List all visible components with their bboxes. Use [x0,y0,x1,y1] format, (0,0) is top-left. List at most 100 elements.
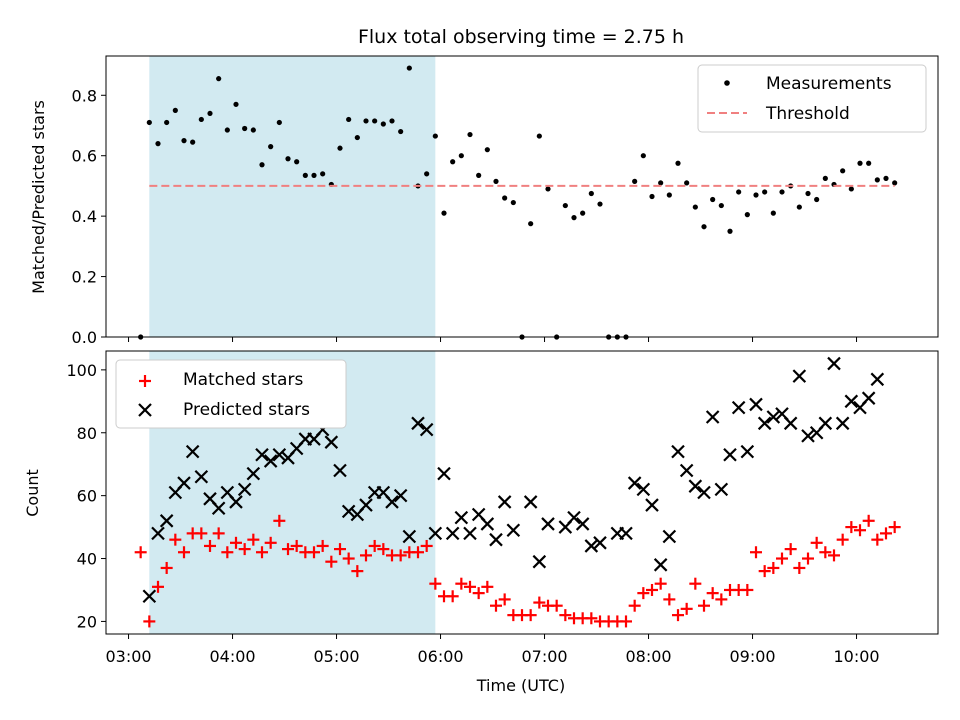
measurement-point [484,147,490,153]
top-y-axis-label: Matched/Predicted stars [29,100,48,294]
predicted-star-point [835,416,850,431]
measurement-point [198,116,204,123]
matched-star-point [316,539,329,552]
bottom-panel: 20 40 60 80 100 03:00 04:00 05:00 06:00 07:00 08:… [23,350,939,695]
matched-star-point [689,577,702,590]
matched-star-point [750,546,762,559]
matched-star-point [481,580,494,593]
matched-star-point [412,546,424,559]
matched-star-point [871,533,884,546]
measurement-point [510,199,516,206]
bottom-y-tick-label: 60 [77,487,97,506]
predicted-star-markers [142,356,885,604]
measurement-point [536,133,542,139]
top-legend-box [697,64,927,133]
predicted-star-point [627,476,642,490]
matched-star-point [282,543,294,556]
measurement-point [476,172,482,178]
predicted-star-point [619,526,633,541]
bottom-legend-box [115,359,347,429]
top-y-tick-label: 0.2 [72,268,97,287]
matched-star-point [672,609,684,622]
matched-star-point [273,514,286,527]
predicted-star-point [749,397,763,412]
measurement-point [207,110,213,117]
matched-star-point [854,524,866,537]
predicted-star-point [844,394,859,409]
measurement-point [216,76,222,82]
predicted-star-point [688,479,703,493]
measurement-point [450,159,456,165]
matched-star-point [585,612,598,625]
matched-star-point [793,561,806,574]
predicted-star-point [801,429,815,443]
bottom-y-tick-label: 100 [66,361,97,380]
matched-star-point [888,521,901,534]
measurement-point [233,101,239,107]
predicted-star-point [818,416,833,431]
top-x-ticks [128,337,858,342]
predicted-star-point [575,517,590,531]
matched-star-point [680,602,693,615]
measurement-point [250,127,256,133]
measurement-point [744,212,750,218]
predicted-star-point [662,529,677,544]
matched-star-point [160,561,173,574]
matched-star-point [195,527,208,540]
matched-star-point [290,539,303,552]
matched-star-point [758,565,771,578]
measurement-point [710,196,716,203]
predicted-star-point [211,501,226,516]
matched-star-point [498,593,511,606]
matched-star-point [204,539,216,552]
measurement-point [857,160,863,166]
measurement-point [398,128,404,135]
matched-star-point [767,561,780,574]
predicted-star-point [142,589,157,604]
predicted-star-point [272,447,287,462]
measurement-point [580,210,586,216]
matched-star-point [308,546,320,559]
predicted-star-point [411,416,425,431]
predicted-star-point [827,356,841,371]
matched-star-point [845,521,858,534]
predicted-star-point [385,495,399,509]
matched-star-point [446,590,459,603]
x-axis-label: Time (UTC) [476,676,565,695]
legend-predicted-marker [138,403,152,417]
measurement-point [259,162,265,168]
predicted-star-point [766,410,781,424]
matched-star-point [715,593,728,606]
matched-star-point [559,609,572,622]
matched-star-point [420,539,433,552]
measurement-point [502,195,508,201]
matched-star-point [862,514,875,527]
predicted-star-point [714,482,729,497]
measurement-point [883,175,889,181]
matched-star-point [550,599,563,612]
measurement-point [380,121,386,127]
matched-star-point [342,552,355,565]
predicted-star-point [523,495,538,509]
predicted-star-point [255,447,269,462]
bottom-legend: Matched stars Predicted stars [115,359,347,429]
top-y-tick-label: 0.8 [72,86,97,105]
predicted-star-point [246,466,261,481]
top-panel: 0.00.20.40.60.8 Matched/Predicted stars … [29,55,939,347]
x-tick-label: 10:00 [833,647,879,666]
predicted-star-point [783,416,798,431]
matched-star-point [472,587,485,600]
matched-star-point [429,577,442,590]
top-y-ticks: 0.0 0.2 0.4 0.6 0.8 [72,86,106,347]
matched-star-point [698,599,710,612]
measurement-point [190,139,196,145]
matched-star-point [524,609,537,622]
matched-star-point [741,583,754,596]
matched-star-point [368,539,381,552]
matched-star-point [464,580,476,593]
measurement-point [389,118,395,124]
predicted-star-point [671,444,685,459]
matched-star-point [334,543,346,556]
measurement-point [848,186,854,192]
